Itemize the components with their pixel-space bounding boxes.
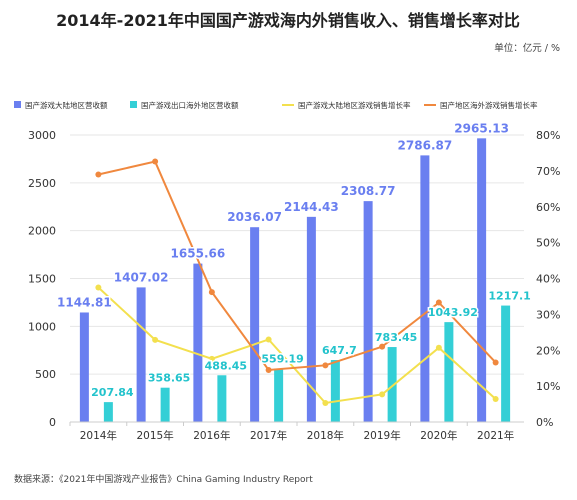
unit-label: 单位：亿元 / % [494,42,560,54]
left-tick-label: 2000 [28,225,56,238]
line-overseas-growth-point [492,359,499,366]
bar-mainland [306,216,316,422]
bar-label-overseas: 1217.1 [488,290,530,303]
source-note: 数据来源：《2021年中国游戏产业报告》China Gaming Industr… [14,473,313,485]
line-mainland-growth-point [379,391,386,398]
growth-lines [95,158,499,406]
bar-label-overseas: 488.45 [205,359,247,372]
x-tick-label: 2020年 [420,429,457,442]
right-tick-label: 30% [536,308,560,321]
legend-label-mainland: 国产游戏大陆地区营收额 [25,100,108,110]
chart-title: 2014年-2021年中国国产游戏海内外销售收入、销售增长率对比 [56,11,520,30]
legend: 国产游戏大陆地区营收额 国产游戏出口海外地区营收额 国产游戏大陆地区游戏销售增长率 国… [14,100,538,110]
bar-label-mainland: 2036.07 [227,210,282,224]
line-overseas-growth-point [435,299,442,306]
bar-label-overseas: 783.45 [375,331,417,344]
bar-overseas [160,387,170,422]
bar-label-mainland: 2965.13 [454,121,509,135]
bar-label-overseas: 559.19 [261,353,303,366]
x-tick-label: 2017年 [250,429,287,442]
bar-label-mainland: 1144.81 [57,295,112,309]
legend-label-overseas-growth: 国产地区海外游戏销售增长率 [440,100,538,110]
line-overseas-growth-point [208,289,215,296]
line-overseas-growth-point [95,171,102,178]
bar-label-overseas: 358.65 [148,372,190,385]
legend-swatch-overseas [130,101,137,108]
bar-label-overseas: 1043.92 [428,306,478,319]
line-mainland-growth-point [435,344,442,351]
x-tick-label: 2015年 [137,429,174,442]
x-axis: 2014年 2015年 2016年 2017年 2018年 2019年 2020年 2021年 [69,421,524,442]
line-overseas-growth [98,160,497,372]
right-tick-label: 40% [536,273,560,286]
bar-overseas [274,368,284,422]
left-tick-label: 2500 [28,177,56,190]
legend-label-overseas: 国产游戏出口海外地区营收额 [141,100,239,110]
bar-label-mainland: 1655.66 [171,247,226,261]
right-tick-label: 50% [536,237,560,250]
bar-label-mainland: 1407.02 [114,270,169,284]
bar-label-mainland: 2144.43 [284,200,339,214]
left-tick-label: 3000 [28,129,56,142]
bar-value-labels: 1144.81 207.84 1407.02 358.65 1655.66 488.45 2… [56,120,533,401]
bar-mainland [477,138,487,423]
legend-swatch-mainland [14,101,21,108]
bar-overseas [387,347,397,422]
left-tick-label: 1500 [28,273,56,286]
bar-overseas [330,360,340,422]
x-tick-label: 2019年 [364,429,401,442]
right-tick-label: 20% [536,344,560,357]
bar-mainland [136,287,146,422]
bar-mainland [420,155,430,422]
right-tick-label: 60% [536,201,560,214]
left-tick-label: 1000 [28,320,56,333]
x-tick-label: 2014年 [80,429,117,442]
bar-mainland [193,263,203,422]
line-mainland-growth-point [322,399,329,406]
line-mainland-growth [97,286,497,405]
left-axis: 0 500 1000 1500 2000 2500 3000 [28,129,56,429]
bar-overseas [444,322,454,422]
line-mainland-growth-point [95,284,102,291]
line-overseas-growth-point [265,366,272,373]
line-overseas-growth-point [152,158,159,165]
bar-label-overseas: 207.84 [91,386,134,399]
left-tick-label: 500 [35,368,56,381]
left-tick-label: 0 [49,416,56,429]
bar-label-overseas: 647.7 [322,344,357,357]
right-tick-label: 10% [536,380,560,393]
right-tick-label: 70% [536,165,560,178]
line-overseas-growth-point [379,343,386,350]
bar-overseas [501,305,511,422]
line-mainland-growth-point [265,336,272,343]
x-tick-label: 2018年 [307,429,344,442]
x-tick-label: 2021年 [477,429,514,442]
line-mainland-growth-point [492,396,499,403]
right-axis: 0% 10% 20% 30% 40% 50% 60% 70% 80% [536,129,560,429]
legend-label-mainland-growth: 国产游戏大陆地区游戏销售增长率 [298,100,411,110]
line-mainland-growth-point [208,355,215,362]
bars [79,138,511,423]
bar-overseas [217,375,227,422]
x-tick-label: 2016年 [193,429,230,442]
right-tick-label: 80% [536,129,560,142]
bar-overseas [103,402,113,422]
right-tick-label: 0% [536,416,553,429]
line-mainland-growth-point [152,336,159,343]
bar-mainland [250,227,260,422]
bar-mainland [363,201,373,422]
bar-mainland [79,312,89,422]
bar-label-mainland: 2786.87 [398,138,453,152]
line-overseas-growth-point [322,362,329,369]
bar-label-mainland: 2308.77 [341,184,396,198]
